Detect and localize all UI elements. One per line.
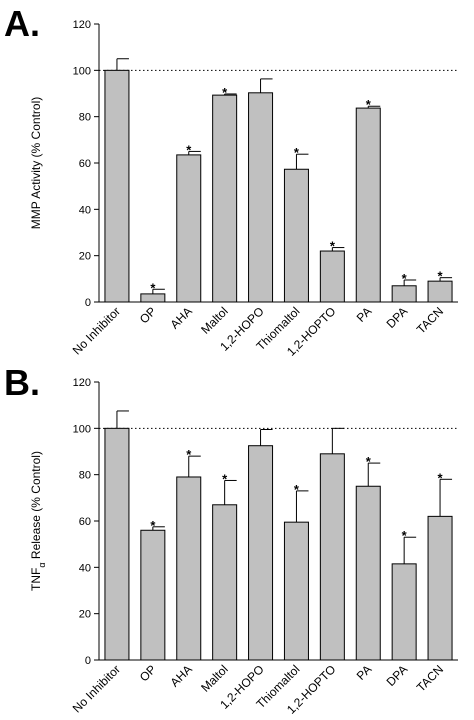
- bar: [319, 453, 345, 661]
- y-tick-label: 80: [79, 112, 91, 124]
- y-axis-title-main: MMP Activity (% Control): [29, 97, 43, 229]
- y-tick-label: 40: [79, 204, 91, 216]
- significance-marker: *: [402, 528, 408, 543]
- bar: [104, 427, 130, 661]
- y-tick-label: 20: [79, 251, 91, 263]
- x-tick-label: OP: [137, 304, 159, 326]
- x-tick-label: DPA: [384, 304, 411, 331]
- x-tick-label: TACN: [414, 304, 446, 336]
- bar: [104, 69, 130, 303]
- y-tick-label: 120: [73, 19, 91, 31]
- significance-marker: *: [222, 471, 228, 486]
- significance-marker: *: [330, 239, 336, 254]
- panel-a-chart: A.No Inhibitor*OP*AHA*Maltol1,2-HOPO*Thi…: [4, 3, 458, 359]
- bar: [355, 485, 381, 661]
- bar: [319, 250, 345, 303]
- panel-letter: A.: [4, 3, 40, 44]
- y-axis-title: TNFα Release (% Control): [29, 451, 47, 591]
- x-tick-label: PA: [354, 304, 375, 325]
- y-axis-title-rest: Release (% Control): [29, 451, 43, 562]
- y-tick-label: 120: [73, 377, 91, 389]
- x-tick-label: DPA: [384, 662, 411, 689]
- significance-marker: *: [186, 142, 192, 157]
- significance-marker: *: [438, 269, 444, 284]
- significance-marker: *: [294, 145, 300, 160]
- y-axis-title-subscript: α: [37, 562, 47, 567]
- y-tick-label: 20: [79, 609, 91, 621]
- significance-marker: *: [150, 280, 156, 295]
- bar: [176, 476, 202, 661]
- bar: [212, 94, 238, 303]
- significance-marker: *: [402, 271, 408, 286]
- x-tick-label: No Inhibitor: [70, 304, 123, 357]
- bar: [140, 529, 166, 661]
- panel-letter: B.: [4, 362, 40, 403]
- bar: [176, 154, 202, 303]
- x-tick-label: No Inhibitor: [70, 662, 123, 715]
- significance-marker: *: [366, 97, 372, 112]
- x-tick-label: Maltol: [198, 304, 231, 337]
- bar: [391, 285, 417, 303]
- y-tick-label: 0: [85, 297, 91, 309]
- significance-marker: *: [186, 447, 192, 462]
- x-tick-label: OP: [137, 662, 159, 684]
- x-tick-label: TACN: [414, 662, 446, 694]
- bar: [248, 445, 274, 661]
- y-tick-label: 60: [79, 158, 91, 170]
- bar: [212, 504, 238, 661]
- y-tick-label: 60: [79, 516, 91, 528]
- y-tick-label: 100: [73, 423, 91, 435]
- x-tick-label: Maltol: [198, 662, 231, 695]
- significance-marker: *: [438, 470, 444, 485]
- significance-marker: *: [366, 454, 372, 469]
- x-tick-label: AHA: [168, 662, 195, 689]
- y-tick-label: 80: [79, 470, 91, 482]
- bar: [391, 563, 417, 661]
- bar: [427, 515, 453, 661]
- bar: [427, 280, 453, 303]
- y-tick-label: 0: [85, 655, 91, 667]
- y-tick-label: 40: [79, 562, 91, 574]
- x-tick-label: AHA: [168, 304, 195, 331]
- significance-marker: *: [222, 85, 228, 100]
- significance-marker: *: [294, 482, 300, 497]
- y-axis-title: MMP Activity (% Control): [29, 97, 43, 229]
- y-tick-label: 100: [73, 65, 91, 77]
- bar: [248, 92, 274, 303]
- bar: [355, 107, 381, 303]
- panel-b-chart: B.No Inhibitor*OP*AHA*Maltol1,2-HOPO*Thi…: [4, 362, 458, 717]
- y-axis-title-main: TNF: [29, 568, 43, 591]
- bar: [283, 168, 309, 303]
- x-tick-label: PA: [354, 662, 375, 683]
- bar: [283, 521, 309, 661]
- significance-marker: *: [150, 518, 156, 533]
